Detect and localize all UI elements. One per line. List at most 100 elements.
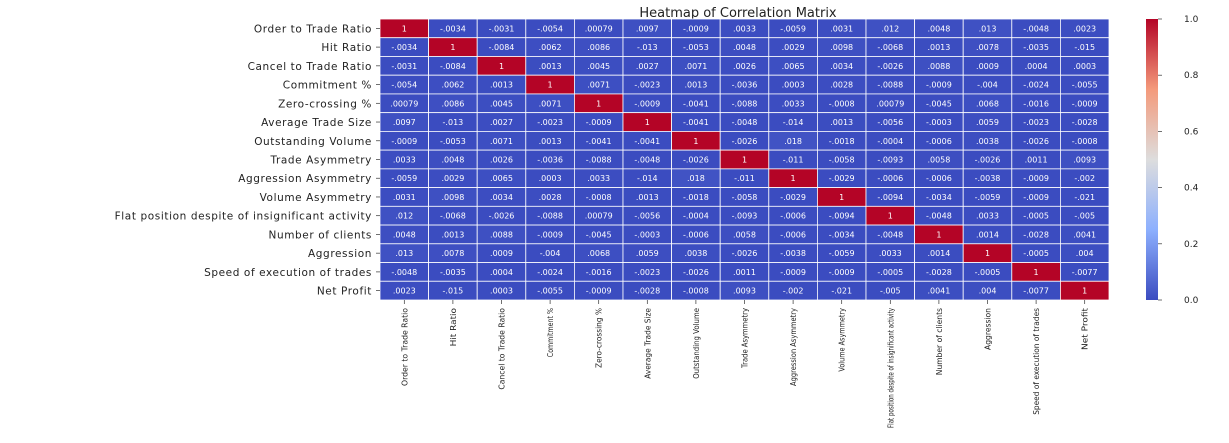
heatmap-cell-label: -.0028 (634, 287, 660, 296)
x-tick-label: Hit Ratio (449, 308, 458, 347)
heatmap-cell-label: .0013 (490, 81, 513, 90)
heatmap-cell-label: .0003 (539, 174, 562, 183)
heatmap-cell-labels: 1 -.0034 -.0031 -.0054 .00079 .0097 -.0009 .003… (390, 24, 1097, 295)
heatmap-cell-label: -.0026 (683, 156, 709, 165)
heatmap-cell-label: .0013 (830, 118, 853, 127)
y-tick-label: Aggression (308, 248, 372, 260)
heatmap-cell-label: .00079 (390, 99, 418, 108)
heatmap-cell-label: .013 (395, 249, 413, 258)
heatmap-cell-label: .00079 (585, 212, 613, 221)
heatmap-cell-label: -.0084 (489, 43, 515, 52)
heatmap-cell-label: -.0036 (537, 156, 563, 165)
heatmap-cell-label: -.0006 (926, 137, 952, 146)
heatmap-cell-label: -.021 (831, 287, 852, 296)
heatmap-cell-label: 1 (791, 174, 796, 183)
heatmap-cell-label: 1 (645, 118, 650, 127)
heatmap-cell-label: -.0088 (537, 212, 563, 221)
heatmap-cell-label: -.0088 (586, 156, 612, 165)
heatmap-cell-label: -.0048 (732, 118, 758, 127)
y-tick-label: Commitment % (283, 80, 372, 92)
heatmap-cell-label: -.002 (783, 287, 804, 296)
heatmap-cell-label: 1 (499, 62, 504, 71)
colorbar-tick-label: 0.4 (1184, 184, 1199, 194)
heatmap-cell-label: -.0009 (634, 99, 660, 108)
heatmap-cell-label: -.0026 (732, 137, 758, 146)
heatmap-cell-label: -.0094 (829, 212, 855, 221)
colorbar-tick-label: 0.0 (1184, 296, 1199, 306)
heatmap-cell-label: -.0048 (1023, 24, 1049, 33)
heatmap-cell-label: .0071 (587, 81, 610, 90)
heatmap-cell-label: .0059 (636, 249, 659, 258)
heatmap-cell-label: -.0009 (780, 268, 806, 277)
heatmap-cell-label: -.0023 (1023, 118, 1049, 127)
heatmap-cell-label: -.0048 (926, 212, 952, 221)
heatmap-cell-label: .0026 (490, 156, 513, 165)
colorbar-tick-label: 0.6 (1184, 127, 1199, 137)
heatmap-cell-label: -.0018 (829, 137, 855, 146)
heatmap-cell-label: -.0023 (634, 81, 660, 90)
heatmap-cell-label: .018 (687, 174, 705, 183)
heatmap-cell-label: 1 (985, 249, 990, 258)
heatmap-cell-label: -.0048 (877, 230, 903, 239)
heatmap-cell-label: -.0006 (683, 230, 709, 239)
heatmap-cell-label: .0013 (636, 193, 659, 202)
heatmap-cell-label: -.0031 (391, 62, 417, 71)
heatmap-cell-label: .0059 (976, 118, 999, 127)
heatmap-cell-label: -.0009 (586, 118, 612, 127)
heatmap-cell-label: -.0023 (634, 268, 660, 277)
heatmap-cell-label: -.0028 (926, 268, 952, 277)
heatmap-cell-label: -.0006 (926, 174, 952, 183)
heatmap-cell-label: -.015 (443, 287, 464, 296)
y-tick-label: Speed of execution of trades (204, 267, 372, 279)
x-tick-label: Flat position despite of insignificant a… (886, 308, 895, 428)
colorbar-tick-label: 0.8 (1184, 71, 1199, 81)
heatmap-cell-label: -.0004 (877, 137, 903, 146)
x-tick-label: Number of clients (935, 308, 944, 375)
heatmap-cell-label: .0033 (733, 24, 756, 33)
heatmap-cell-label: .0033 (393, 156, 416, 165)
x-tick-label: Trade Asymmetry (741, 308, 750, 369)
x-tick-label: Aggression (984, 308, 993, 350)
heatmap-cell-label: -.0009 (1023, 193, 1049, 202)
heatmap-cell-label: -.0038 (975, 174, 1001, 183)
heatmap-cell-label: 1 (450, 43, 455, 52)
heatmap-cell-label: 1 (936, 230, 941, 239)
heatmap-cell-label: -.0008 (1072, 137, 1098, 146)
heatmap-cell-label: .0098 (441, 193, 464, 202)
heatmap-cell-label: .0071 (684, 62, 707, 71)
heatmap-cell-label: -.0018 (683, 193, 709, 202)
heatmap-cell-label: -.0034 (391, 43, 417, 52)
heatmap-cell-label: .0028 (539, 193, 562, 202)
heatmap-cell-label: 1 (548, 81, 553, 90)
heatmap-cell-label: -.0005 (975, 268, 1001, 277)
heatmap-cell-label: 1 (888, 212, 893, 221)
heatmap-cell-label: .0003 (1073, 62, 1096, 71)
heatmap-cell-label: .0033 (879, 249, 902, 258)
heatmap-cell-label: .0013 (539, 62, 562, 71)
heatmap-cell-label: .0068 (976, 99, 999, 108)
heatmap-cell-label: -.0094 (877, 193, 903, 202)
heatmap-cell-label: -.0026 (975, 156, 1001, 165)
heatmap-cell-label: .0048 (733, 43, 756, 52)
x-tick-label: Net Profit (1081, 308, 1090, 350)
heatmap-cell-label: -.0004 (683, 212, 709, 221)
heatmap-cell-label: .0041 (1073, 230, 1096, 239)
y-tick-label: Flat position despite of insignificant a… (115, 211, 372, 223)
heatmap-cell-label: -.0028 (1072, 118, 1098, 127)
heatmap-cell-label: .0013 (539, 137, 562, 146)
heatmap-cell-label: -.005 (880, 287, 901, 296)
heatmap-cell-label: .0027 (636, 62, 659, 71)
heatmap-cell-label: -.0005 (877, 268, 903, 277)
heatmap-cell-label: -.0009 (683, 24, 709, 33)
heatmap-cell-label: -.0041 (683, 99, 709, 108)
heatmap-cell-label: .0097 (393, 118, 416, 127)
heatmap-cell-label: .0078 (976, 43, 999, 52)
heatmap-cell-label: -.0034 (829, 230, 855, 239)
heatmap-cell-label: -.0008 (683, 287, 709, 296)
heatmap-cell-label: .0093 (733, 287, 756, 296)
heatmap-cell-label: .0058 (927, 156, 950, 165)
heatmap-cell-label: .0065 (490, 174, 513, 183)
heatmap-cell-label: -.014 (783, 118, 804, 127)
heatmap-cell-label: .0028 (830, 81, 853, 90)
x-tick-label: Order to Trade Ratio (400, 308, 409, 386)
